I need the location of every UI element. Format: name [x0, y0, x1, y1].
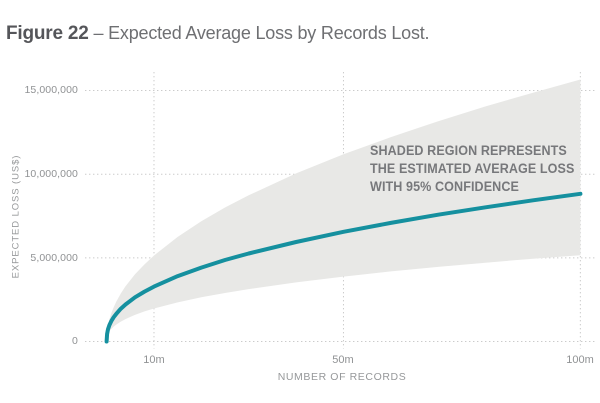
figure-caption: Figure 22 – Expected Average Loss by Rec…: [6, 23, 430, 45]
y-tick-0: 0: [72, 335, 78, 347]
x-tick-50m: 50m: [332, 354, 354, 366]
x-tick-10m: 10m: [143, 354, 165, 366]
annotation-line-1: SHADED REGION REPRESENTS: [370, 143, 567, 158]
y-tick-15m: 15,000,000: [24, 84, 78, 96]
y-tick-5m: 5,000,000: [30, 252, 78, 264]
annotation-line-2: THE ESTIMATED AVERAGE LOSS: [370, 161, 575, 176]
confidence-annotation: SHADED REGION REPRESENTS THE ESTIMATED A…: [370, 142, 574, 196]
figure-number: Figure 22: [6, 23, 89, 44]
expected-loss-line: [104, 191, 583, 344]
confidence-band: [106, 79, 581, 342]
y-tick-10m: 10,000,000: [24, 168, 78, 180]
figure-title-text: – Expected Average Loss by Records Lost.: [93, 23, 430, 43]
annotation-line-3: WITH 95% CONFIDENCE: [370, 179, 519, 194]
x-tick-100m: 100m: [566, 354, 594, 366]
x-axis-title: NUMBER OF RECORDS: [277, 371, 407, 383]
y-axis-title: EXPECTED LOSS (US$): [10, 154, 22, 279]
